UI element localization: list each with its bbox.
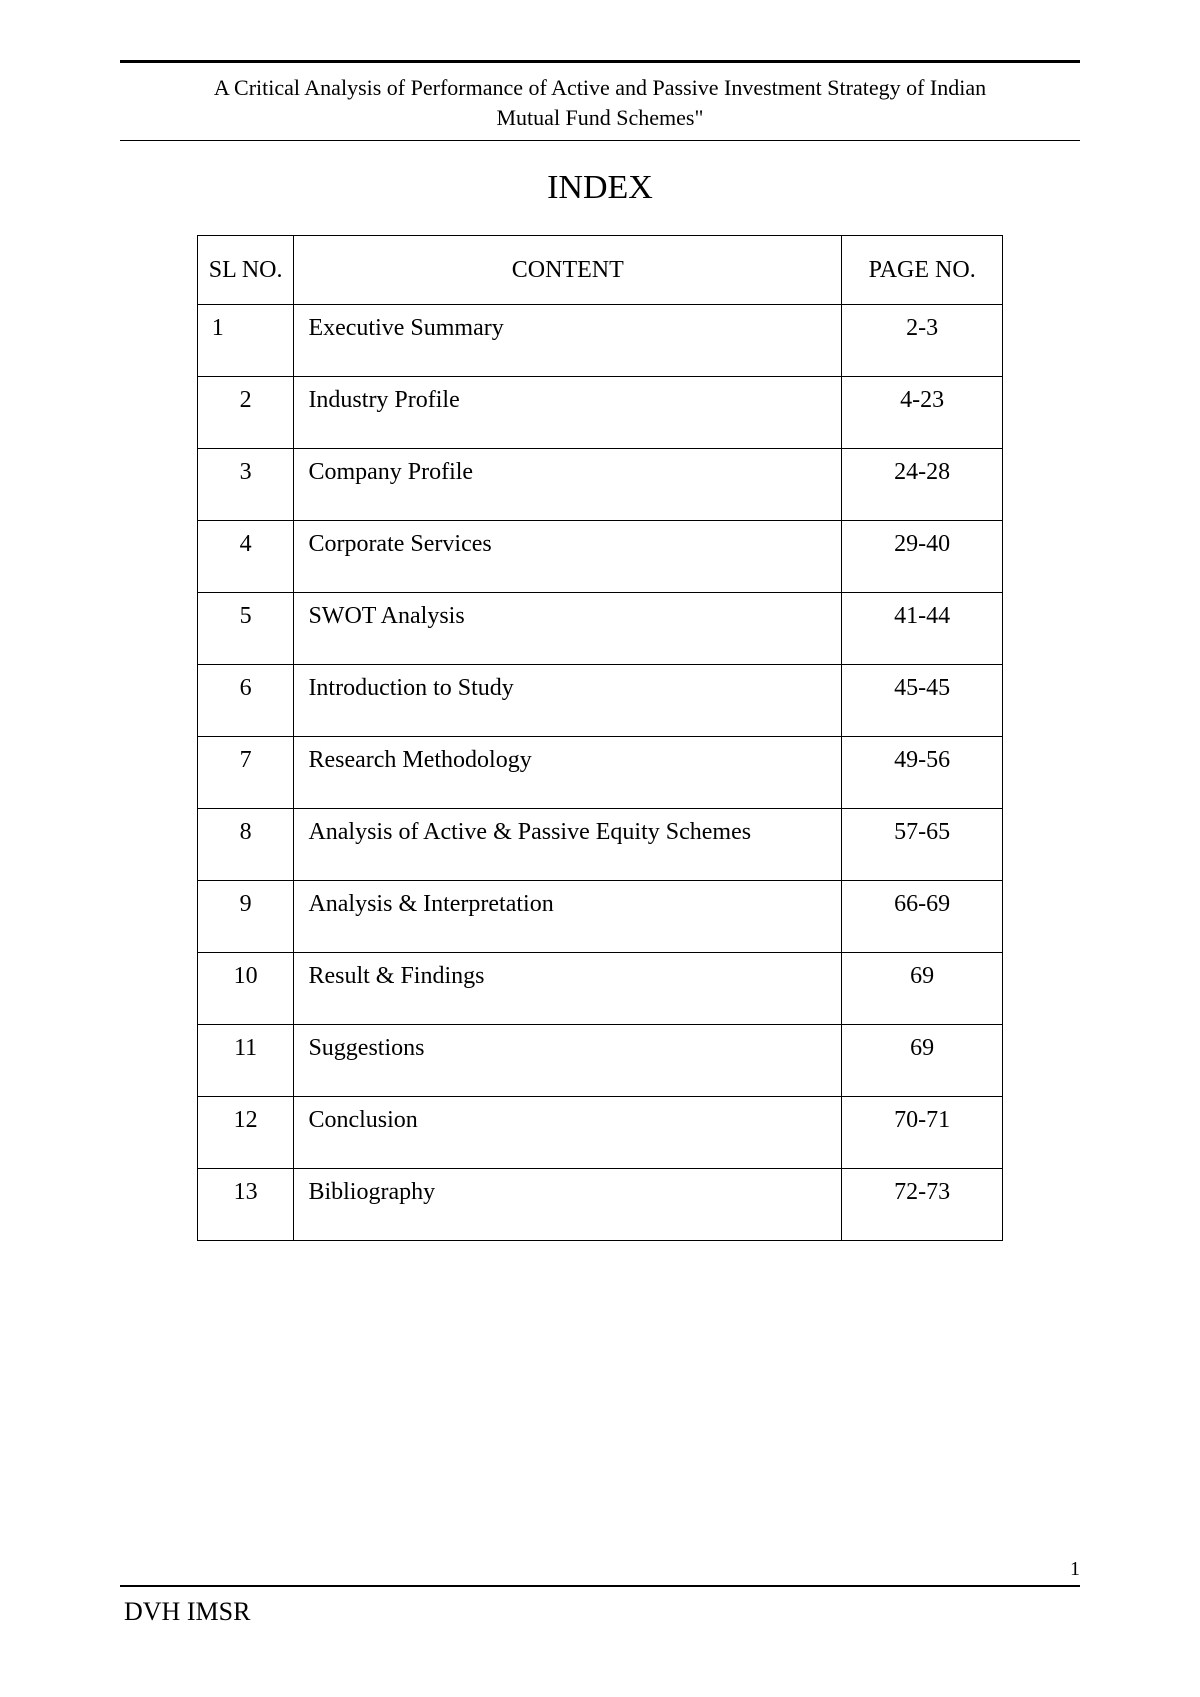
cell-sl: 12	[197, 1097, 294, 1169]
cell-page: 57-65	[842, 809, 1003, 881]
cell-page: 2-3	[842, 305, 1003, 377]
cell-page: 69	[842, 953, 1003, 1025]
cell-sl: 5	[197, 593, 294, 665]
cell-content: Conclusion	[294, 1097, 842, 1169]
cell-sl: 8	[197, 809, 294, 881]
cell-sl: 2	[197, 377, 294, 449]
cell-content: Research Methodology	[294, 737, 842, 809]
cell-content: Analysis & Interpretation	[294, 881, 842, 953]
table-row: 9 Analysis & Interpretation 66-69	[197, 881, 1002, 953]
cell-content: Introduction to Study	[294, 665, 842, 737]
col-header-page: PAGE NO.	[842, 236, 1003, 305]
index-table: SL NO. CONTENT PAGE NO. 1 Executive Summ…	[197, 235, 1003, 1241]
index-heading: INDEX	[120, 169, 1080, 207]
table-row: 5 SWOT Analysis 41-44	[197, 593, 1002, 665]
cell-page: 66-69	[842, 881, 1003, 953]
document-header: A Critical Analysis of Performance of Ac…	[120, 69, 1080, 136]
cell-sl: 13	[197, 1169, 294, 1241]
table-row: 4 Corporate Services 29-40	[197, 521, 1002, 593]
table-row: 11 Suggestions 69	[197, 1025, 1002, 1097]
cell-sl: 10	[197, 953, 294, 1025]
cell-page: 4-23	[842, 377, 1003, 449]
col-header-content: CONTENT	[294, 236, 842, 305]
table-row: 10 Result & Findings 69	[197, 953, 1002, 1025]
table-body: 1 Executive Summary 2-3 2 Industry Profi…	[197, 305, 1002, 1241]
header-line-2: Mutual Fund Schemes"	[497, 105, 704, 130]
table-row: 2 Industry Profile 4-23	[197, 377, 1002, 449]
table-row: 3 Company Profile 24-28	[197, 449, 1002, 521]
col-header-sl: SL NO.	[197, 236, 294, 305]
cell-content: Bibliography	[294, 1169, 842, 1241]
table-row: 6 Introduction to Study 45-45	[197, 665, 1002, 737]
cell-page: 24-28	[842, 449, 1003, 521]
cell-page: 29-40	[842, 521, 1003, 593]
header-line-1: A Critical Analysis of Performance of Ac…	[214, 75, 986, 100]
cell-content: Company Profile	[294, 449, 842, 521]
cell-page: 69	[842, 1025, 1003, 1097]
document-footer: 1 DVH IMSR	[120, 1558, 1080, 1627]
table-header-row: SL NO. CONTENT PAGE NO.	[197, 236, 1002, 305]
cell-content: SWOT Analysis	[294, 593, 842, 665]
table-row: 13 Bibliography 72-73	[197, 1169, 1002, 1241]
cell-sl: 7	[197, 737, 294, 809]
cell-sl: 1	[197, 305, 294, 377]
header-top-rule	[120, 60, 1080, 63]
page-number: 1	[120, 1558, 1080, 1581]
cell-page: 70-71	[842, 1097, 1003, 1169]
cell-sl: 3	[197, 449, 294, 521]
cell-page: 72-73	[842, 1169, 1003, 1241]
header-bottom-rule	[120, 140, 1080, 141]
cell-content: Executive Summary	[294, 305, 842, 377]
table-row: 7 Research Methodology 49-56	[197, 737, 1002, 809]
cell-content: Suggestions	[294, 1025, 842, 1097]
cell-sl: 11	[197, 1025, 294, 1097]
cell-content: Analysis of Active & Passive Equity Sche…	[294, 809, 842, 881]
table-row: 8 Analysis of Active & Passive Equity Sc…	[197, 809, 1002, 881]
cell-page: 41-44	[842, 593, 1003, 665]
cell-page: 45-45	[842, 665, 1003, 737]
cell-content: Result & Findings	[294, 953, 842, 1025]
document-page: A Critical Analysis of Performance of Ac…	[0, 0, 1200, 1241]
cell-content: Industry Profile	[294, 377, 842, 449]
footer-rule	[120, 1585, 1080, 1587]
cell-content: Corporate Services	[294, 521, 842, 593]
table-row: 12 Conclusion 70-71	[197, 1097, 1002, 1169]
cell-sl: 6	[197, 665, 294, 737]
cell-sl: 4	[197, 521, 294, 593]
footer-org: DVH IMSR	[120, 1597, 1080, 1627]
cell-sl: 9	[197, 881, 294, 953]
table-row: 1 Executive Summary 2-3	[197, 305, 1002, 377]
cell-page: 49-56	[842, 737, 1003, 809]
